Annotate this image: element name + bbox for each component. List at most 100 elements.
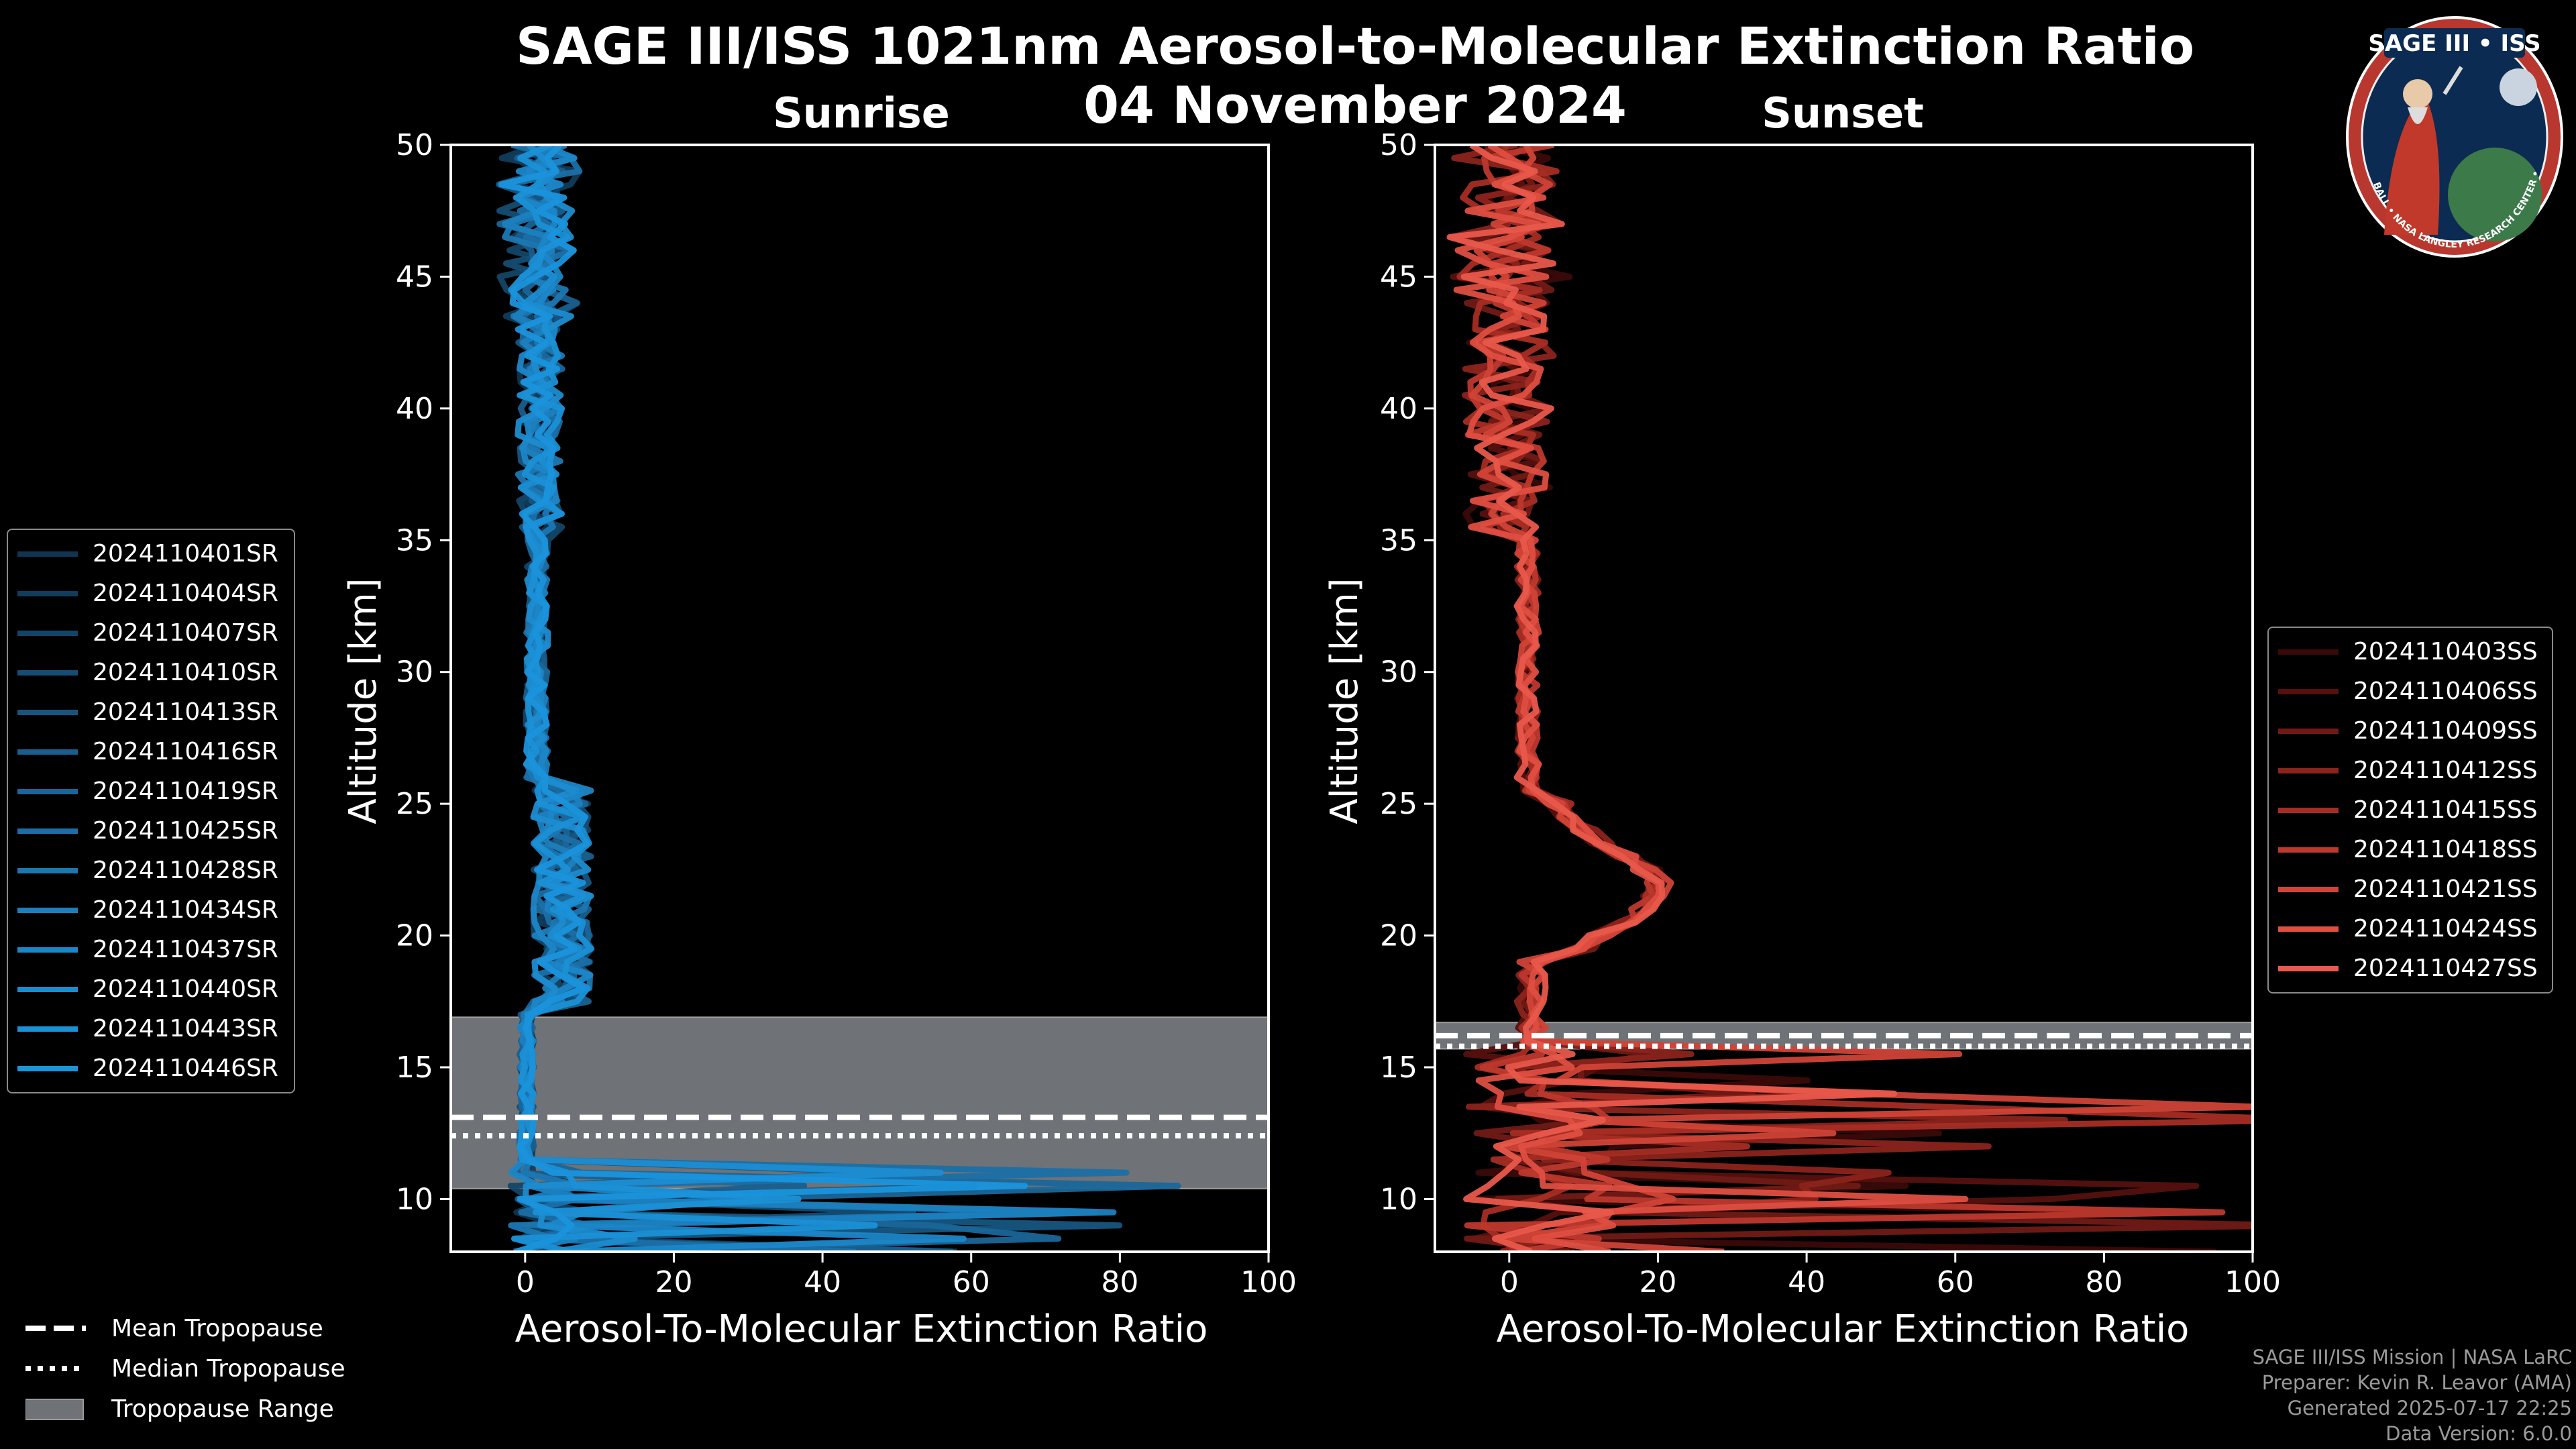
legend-label: 2024110421SS: [2353, 875, 2538, 903]
sunset-ytick-label: 30: [1380, 655, 1417, 690]
main-title: SAGE III/ISS 1021nm Aerosol-to-Molecular…: [516, 16, 2194, 76]
legend-label: 2024110418SS: [2353, 836, 2538, 863]
series-line-2024110418SS: [1464, 145, 2226, 1252]
legend-item-2024110406SS: 2024110406SS: [2269, 672, 2552, 711]
sunrise-xlabel: Aerosol-To-Molecular Extinction Ratio: [515, 1307, 1208, 1351]
legend-item-2024110409SS: 2024110409SS: [2269, 711, 2552, 751]
sunrise-ytick-label: 20: [396, 919, 433, 953]
legend-item-2024110425SR: 2024110425SR: [8, 811, 294, 851]
legend-swatch: [17, 709, 78, 715]
legend-label: 2024110407SR: [93, 619, 278, 647]
legend-label: 2024110425SR: [93, 817, 278, 845]
legend-label: 2024110428SR: [93, 857, 278, 884]
tropopause-range-label: Tropopause Range: [111, 1395, 334, 1423]
legend-swatch: [17, 1065, 78, 1071]
legend-swatch: [2278, 926, 2339, 932]
sunset-ytick-label: 40: [1380, 392, 1417, 426]
range-swatch-icon: [25, 1399, 84, 1420]
sunrise-xtick-label: 0: [516, 1265, 535, 1299]
tropopause-legend: Mean Tropopause Median Tropopause Tropop…: [9, 1308, 385, 1429]
median-tropopause-legend-item: Median Tropopause: [9, 1348, 385, 1389]
legend-swatch: [17, 947, 78, 953]
median-tropopause-label: Median Tropopause: [111, 1354, 345, 1383]
legend-swatch: [17, 867, 78, 873]
legend-label: 2024110409SS: [2353, 717, 2538, 745]
series-line-2024110446SR: [498, 145, 1028, 1252]
footer-credits: SAGE III/ISS Mission | NASA LaRC Prepare…: [2253, 1344, 2572, 1446]
legend-swatch: [2278, 965, 2339, 971]
sunset-ylabel: Altitude [km]: [1323, 578, 1366, 824]
legend-label: 2024110404SR: [93, 580, 278, 607]
sunset-xtick-label: 20: [1639, 1265, 1676, 1299]
legend-swatch: [2278, 649, 2339, 655]
legend-swatch: [2278, 886, 2339, 892]
legend-item-2024110427SS: 2024110427SS: [2269, 949, 2552, 988]
legend-item-2024110416SR: 2024110416SR: [8, 732, 294, 771]
sage-iii-iss-logo: SAGE III • ISS BALL • NASA LANGLEY RESEA…: [2344, 13, 2563, 258]
legend-swatch: [17, 828, 78, 834]
legend-label: 2024110446SR: [93, 1055, 278, 1082]
sunrise-ytick-label: 50: [396, 128, 433, 162]
legend-label: 2024110401SR: [93, 540, 278, 568]
legend-swatch: [2278, 728, 2339, 734]
legend-label: 2024110406SS: [2353, 678, 2538, 705]
legend-item-2024110419SR: 2024110419SR: [8, 771, 294, 811]
sunset-xtick-label: 80: [2085, 1265, 2123, 1299]
tropopause-range-legend-item: Tropopause Range: [9, 1389, 385, 1429]
footer-generated: Generated 2025-07-17 22:25: [2287, 1397, 2572, 1419]
mean-tropopause-label: Mean Tropopause: [111, 1314, 323, 1342]
legend-item-2024110410SR: 2024110410SR: [8, 653, 294, 692]
legend-item-2024110403SS: 2024110403SS: [2269, 632, 2552, 672]
legend-item-2024110446SR: 2024110446SR: [8, 1049, 294, 1088]
sunset-legend: 2024110403SS 2024110406SS 2024110409SS 2024…: [2267, 627, 2553, 994]
sunrise-panel: Sunrise 0 20 40 60 80 100 10 15 20 25 30 35 40 45 50 A…: [341, 89, 1297, 1351]
dotted-line-icon: [25, 1366, 86, 1371]
sunset-xtick-label: 60: [1937, 1265, 1974, 1299]
legend-swatch: [2278, 807, 2339, 813]
legend-swatch: [17, 907, 78, 913]
sunrise-ylabel: Altitude [km]: [341, 578, 385, 824]
footer-preparer: Preparer: Kevin R. Leavor (AMA): [2261, 1371, 2572, 1394]
legend-item-2024110437SR: 2024110437SR: [8, 930, 294, 969]
sunrise-plot-frame: [449, 144, 1270, 1253]
sunrise-ytick-label: 25: [396, 787, 433, 821]
legend-swatch: [17, 551, 78, 557]
legend-item-2024110424SS: 2024110424SS: [2269, 909, 2552, 949]
sunrise-xtick-label: 100: [1240, 1265, 1297, 1299]
footer-mission: SAGE III/ISS Mission | NASA LaRC: [2252, 1346, 2572, 1368]
legend-item-2024110421SS: 2024110421SS: [2269, 869, 2552, 909]
series-line-2024110427SS: [1446, 145, 1898, 1252]
logo-text: SAGE III • ISS: [2368, 30, 2540, 57]
legend-item-2024110415SS: 2024110415SS: [2269, 790, 2552, 830]
legend-item-2024110407SR: 2024110407SR: [8, 613, 294, 653]
legend-swatch: [2278, 767, 2339, 773]
sunset-ytick-label: 10: [1380, 1182, 1417, 1216]
sunrise-ytick-label: 15: [396, 1051, 433, 1085]
sunset-xtick-label: 100: [2224, 1265, 2281, 1299]
footer-data-version: Data Version: 6.0.0: [2385, 1422, 2572, 1445]
legend-item-2024110428SR: 2024110428SR: [8, 851, 294, 890]
legend-item-2024110443SR: 2024110443SR: [8, 1009, 294, 1049]
legend-label: 2024110410SR: [93, 659, 278, 686]
legend-swatch: [17, 749, 78, 755]
legend-swatch: [17, 986, 78, 992]
sunrise-ytick-label: 45: [396, 260, 433, 294]
sunset-xlabel: Aerosol-To-Molecular Extinction Ratio: [1497, 1307, 2190, 1351]
legend-label: 2024110416SR: [93, 738, 278, 765]
legend-swatch: [17, 1026, 78, 1032]
legend-swatch: [17, 788, 78, 794]
sunrise-ytick-label: 35: [396, 523, 433, 557]
legend-item-2024110440SR: 2024110440SR: [8, 969, 294, 1009]
sunrise-xtick-label: 40: [804, 1265, 841, 1299]
sunrise-ytick-label: 40: [396, 392, 433, 426]
sunset-ytick-label: 45: [1380, 260, 1417, 294]
sunset-ytick-label: 20: [1380, 919, 1417, 953]
legend-item-2024110412SS: 2024110412SS: [2269, 751, 2552, 790]
legend-label: 2024110424SS: [2353, 915, 2538, 943]
sunrise-legend: 2024110401SR 2024110404SR 2024110407SR 2024…: [7, 529, 295, 1093]
sunset-ytick-label: 35: [1380, 523, 1417, 557]
legend-label: 2024110440SR: [93, 975, 278, 1003]
legend-swatch: [17, 590, 78, 596]
legend-label: 2024110427SS: [2353, 955, 2538, 982]
